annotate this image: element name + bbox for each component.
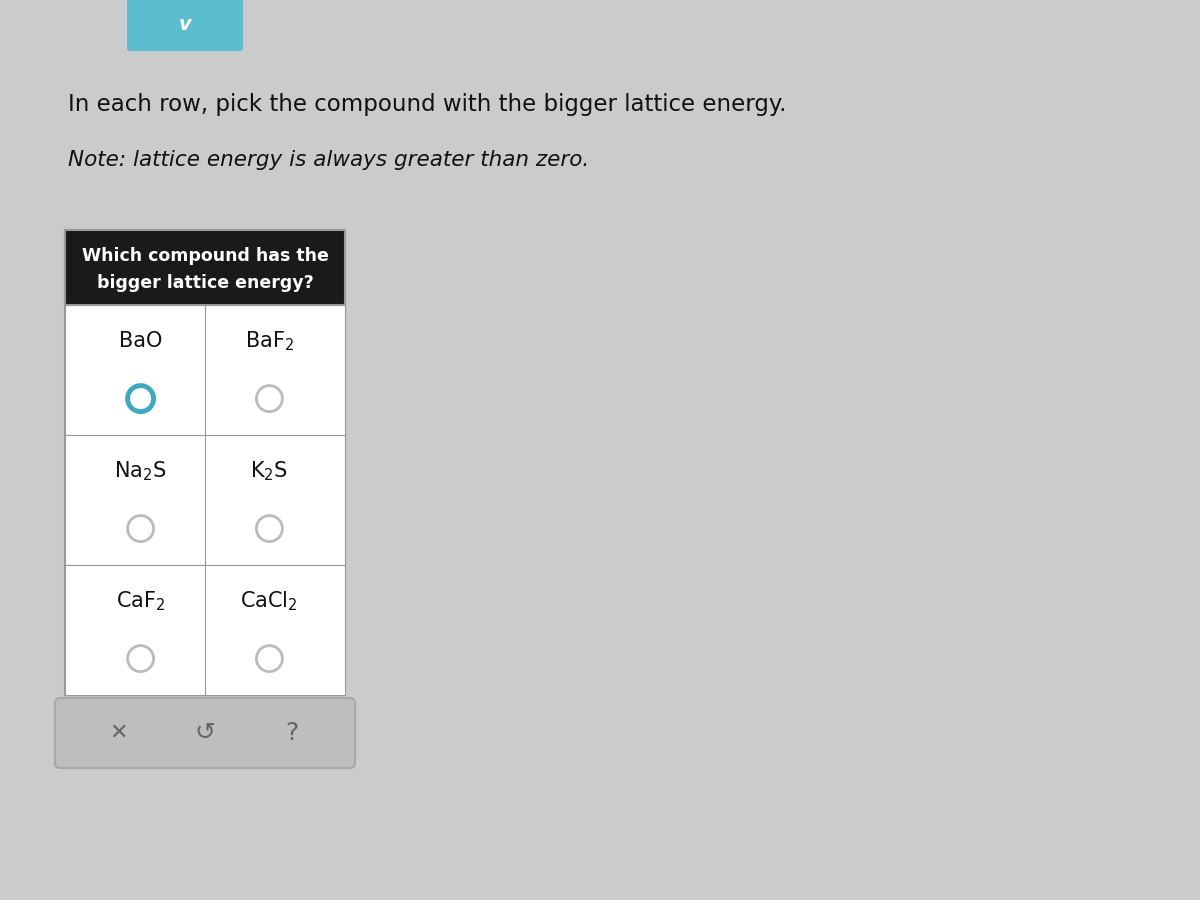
FancyBboxPatch shape [65, 230, 346, 695]
FancyBboxPatch shape [65, 565, 346, 695]
Text: Na$_2$S: Na$_2$S [114, 460, 167, 483]
Text: K$_2$S: K$_2$S [251, 460, 288, 483]
Text: ↺: ↺ [194, 721, 216, 745]
Text: Which compound has the: Which compound has the [82, 248, 329, 266]
Text: ✕: ✕ [109, 723, 127, 743]
Text: ?: ? [286, 721, 299, 745]
Text: BaF$_2$: BaF$_2$ [245, 329, 294, 353]
FancyBboxPatch shape [65, 435, 346, 565]
Text: v: v [179, 14, 191, 33]
Text: In each row, pick the compound with the bigger lattice energy.: In each row, pick the compound with the … [68, 94, 786, 116]
FancyBboxPatch shape [127, 0, 242, 51]
Text: BaO: BaO [119, 331, 162, 351]
Text: CaF$_2$: CaF$_2$ [116, 590, 166, 613]
Text: bigger lattice energy?: bigger lattice energy? [97, 274, 313, 292]
FancyBboxPatch shape [55, 698, 355, 768]
FancyBboxPatch shape [65, 230, 346, 305]
Text: CaCl$_2$: CaCl$_2$ [240, 590, 299, 613]
FancyBboxPatch shape [65, 305, 346, 435]
Text: Note: lattice energy is always greater than zero.: Note: lattice energy is always greater t… [68, 150, 589, 170]
